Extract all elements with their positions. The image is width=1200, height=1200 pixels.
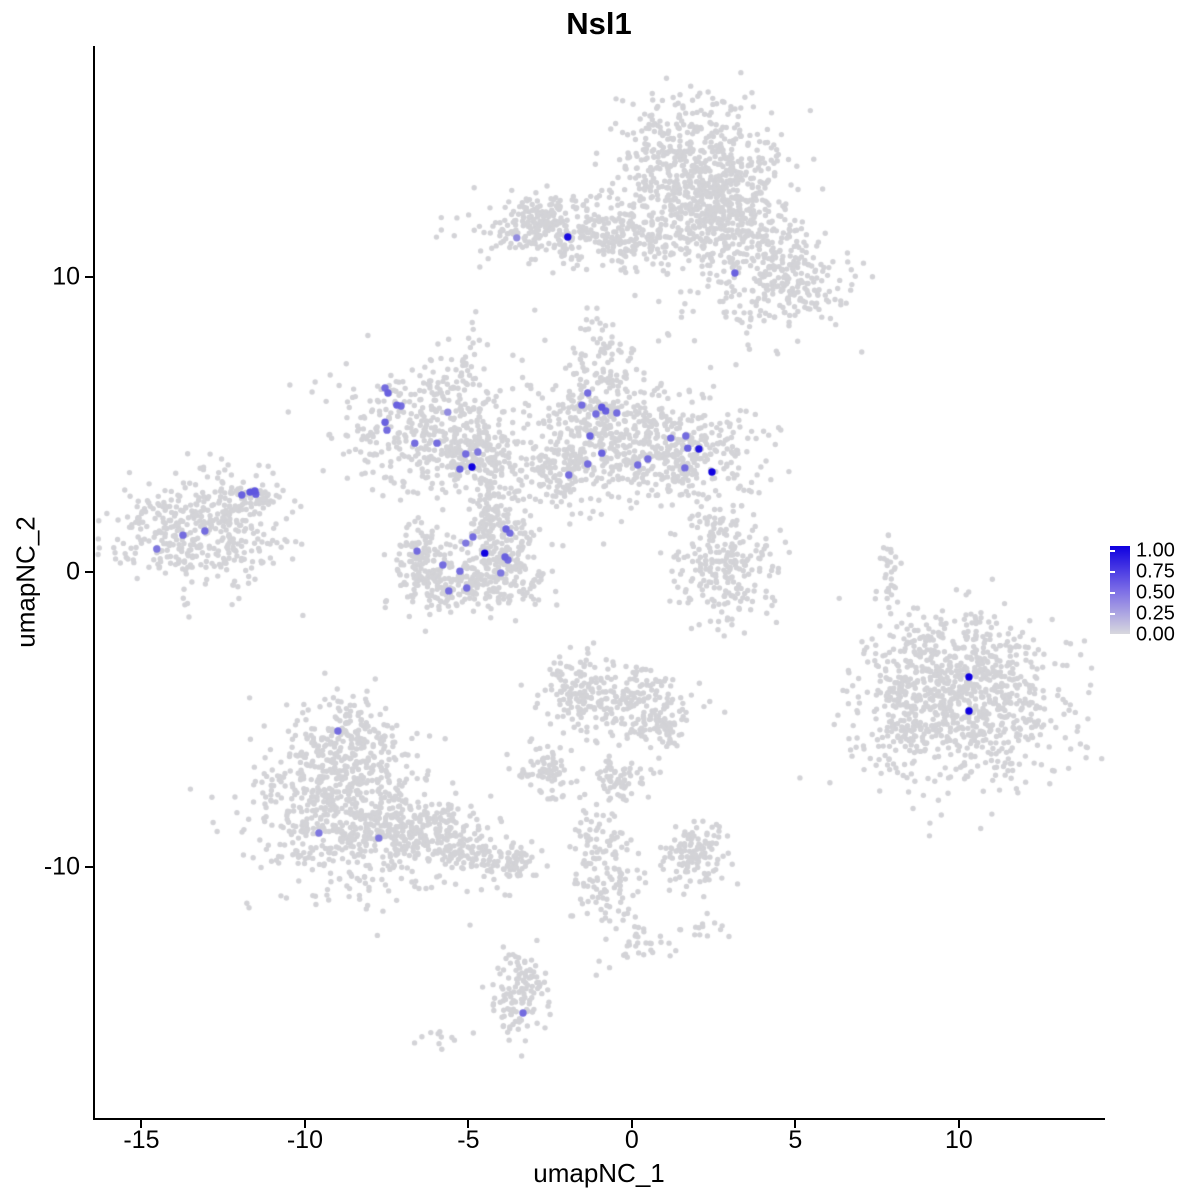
y-axis-line	[93, 46, 95, 1120]
colorbar-tick-mark	[1131, 571, 1136, 573]
x-tick-label: -5	[457, 1126, 480, 1154]
x-tick-label: -15	[123, 1126, 160, 1154]
x-tick-label: -10	[286, 1126, 323, 1154]
x-axis-title: umapNC_1	[533, 1158, 665, 1188]
x-tick-mark	[957, 1120, 960, 1128]
x-axis-line	[93, 1118, 1105, 1120]
plot-title: Nsl1	[566, 6, 632, 41]
colorbar-tick-label: 1.00	[1136, 539, 1175, 562]
y-tick-label: 10	[52, 262, 80, 291]
colorbar-tick-mark	[1110, 634, 1115, 636]
colorbar-tick-mark	[1131, 613, 1136, 615]
colorbar-tick-mark	[1110, 550, 1115, 552]
colorbar-tick-label: 0.50	[1136, 581, 1175, 604]
x-tick-label: 5	[788, 1126, 803, 1154]
colorbar-tick-mark	[1110, 613, 1115, 615]
x-tick-mark	[794, 1120, 797, 1128]
x-tick-mark	[140, 1120, 143, 1128]
x-tick-label: 10	[944, 1126, 973, 1154]
colorbar-tick-label: 0.25	[1136, 602, 1175, 625]
y-axis-title: umapNC_2	[10, 516, 41, 648]
x-tick-mark	[467, 1120, 470, 1128]
colorbar-gradient	[1110, 546, 1130, 634]
y-tick-mark	[85, 571, 93, 574]
colorbar-tick-mark	[1110, 571, 1115, 573]
y-tick-mark	[85, 865, 93, 868]
expression-colorbar-legend: 1.00 0.75 0.50 0.25 0.00	[1106, 539, 1200, 646]
colorbar-tick-mark	[1131, 592, 1136, 594]
colorbar-tick-mark	[1131, 634, 1136, 636]
y-tick-label: 0	[66, 557, 80, 586]
x-tick-mark	[630, 1120, 633, 1128]
x-tick-mark	[303, 1120, 306, 1128]
x-tick-label: 0	[624, 1126, 639, 1154]
colorbar-tick-mark	[1110, 592, 1115, 594]
colorbar-tick-mark	[1131, 550, 1136, 552]
colorbar-tick-label: 0.00	[1136, 623, 1175, 646]
y-tick-mark	[85, 276, 93, 279]
y-tick-label: -10	[43, 852, 80, 881]
colorbar-tick-label: 0.75	[1136, 560, 1175, 583]
